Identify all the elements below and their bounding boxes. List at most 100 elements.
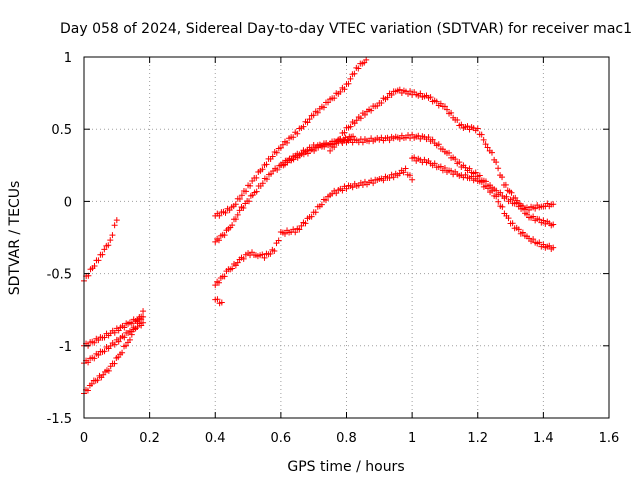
series-track-1 <box>81 217 120 284</box>
data-point <box>536 239 543 246</box>
data-point <box>409 176 416 183</box>
data-point <box>267 250 274 257</box>
data-point <box>550 201 557 208</box>
data-point <box>105 242 112 249</box>
data-point <box>304 119 311 126</box>
data-point <box>101 334 108 341</box>
data-point <box>302 220 309 227</box>
data-point <box>243 188 250 195</box>
data-point <box>503 193 510 200</box>
data-point <box>253 174 260 181</box>
data-point <box>107 237 114 244</box>
data-point <box>216 212 223 219</box>
data-point <box>119 349 126 356</box>
data-point <box>448 167 455 174</box>
data-point <box>216 237 222 244</box>
x-tick-label: 1 <box>408 431 416 446</box>
data-point <box>536 216 543 223</box>
data-point <box>111 329 118 336</box>
data-point <box>229 222 236 229</box>
data-point <box>234 211 241 218</box>
data-point <box>359 182 366 189</box>
data-point <box>540 217 547 224</box>
data-point <box>111 222 118 229</box>
data-point <box>493 159 500 166</box>
data-point <box>468 173 475 180</box>
data-point <box>502 181 509 188</box>
data-point <box>415 132 422 139</box>
data-point <box>407 88 414 95</box>
data-point <box>519 229 526 236</box>
data-point <box>384 94 391 101</box>
data-point <box>240 204 247 211</box>
data-point <box>441 165 448 172</box>
data-point <box>115 338 122 345</box>
data-point <box>499 203 506 210</box>
data-point <box>109 232 116 239</box>
data-point <box>232 216 239 223</box>
data-point <box>341 86 348 93</box>
data-point <box>508 189 515 196</box>
data-point <box>474 125 481 132</box>
data-point <box>368 107 375 114</box>
data-point <box>132 325 139 332</box>
x-tick-label: 0 <box>80 431 88 446</box>
data-point <box>259 166 266 173</box>
data-point <box>277 144 284 151</box>
grid <box>84 57 609 418</box>
chart-title: Day 058 of 2024, Sidereal Day-to-day VTE… <box>60 21 632 37</box>
data-point <box>417 90 424 97</box>
data-point <box>115 327 122 334</box>
data-point <box>341 129 348 136</box>
data-point <box>308 146 315 153</box>
data-point <box>532 205 539 212</box>
data-point <box>488 149 495 156</box>
data-point <box>339 187 346 194</box>
data-point <box>281 230 288 237</box>
data-point <box>322 197 329 204</box>
x-axis-label: GPS time / hours <box>287 459 404 475</box>
data-point <box>94 377 101 384</box>
data-point <box>497 189 504 196</box>
data-point <box>247 182 254 189</box>
data-point <box>261 254 268 261</box>
data-point <box>429 136 436 143</box>
data-point <box>91 355 98 362</box>
y-tick-label: 0.5 <box>51 123 72 138</box>
series-track-10 <box>327 86 557 229</box>
data-point <box>281 161 288 168</box>
data-point <box>269 153 276 160</box>
data-point <box>221 232 228 239</box>
data-point <box>550 244 557 251</box>
data-point <box>113 217 120 224</box>
data-point <box>343 185 350 192</box>
data-point <box>218 299 225 306</box>
y-tick-label: -1 <box>59 340 72 355</box>
data-point <box>495 165 502 172</box>
data-point <box>530 213 537 220</box>
data-point <box>331 144 338 151</box>
data-point <box>396 86 403 93</box>
data-point <box>95 351 102 358</box>
data-point <box>515 226 522 233</box>
data-point <box>464 123 471 130</box>
series-track-8 <box>212 296 225 307</box>
data-point <box>140 308 147 315</box>
data-point <box>446 149 453 156</box>
data-point <box>318 143 325 150</box>
data-point <box>279 141 286 148</box>
data-point <box>489 187 496 194</box>
x-tick-label: 0.6 <box>271 431 292 446</box>
data-point <box>406 172 413 179</box>
data-point <box>214 296 221 303</box>
data-point <box>411 154 418 161</box>
data-point <box>121 324 128 331</box>
data-point <box>95 337 102 344</box>
y-tick-label: 1 <box>64 51 72 66</box>
data-point <box>396 170 403 177</box>
y-tick-label: -1.5 <box>47 412 72 427</box>
data-point <box>495 198 502 205</box>
data-point <box>300 123 307 130</box>
data-point <box>308 213 315 220</box>
